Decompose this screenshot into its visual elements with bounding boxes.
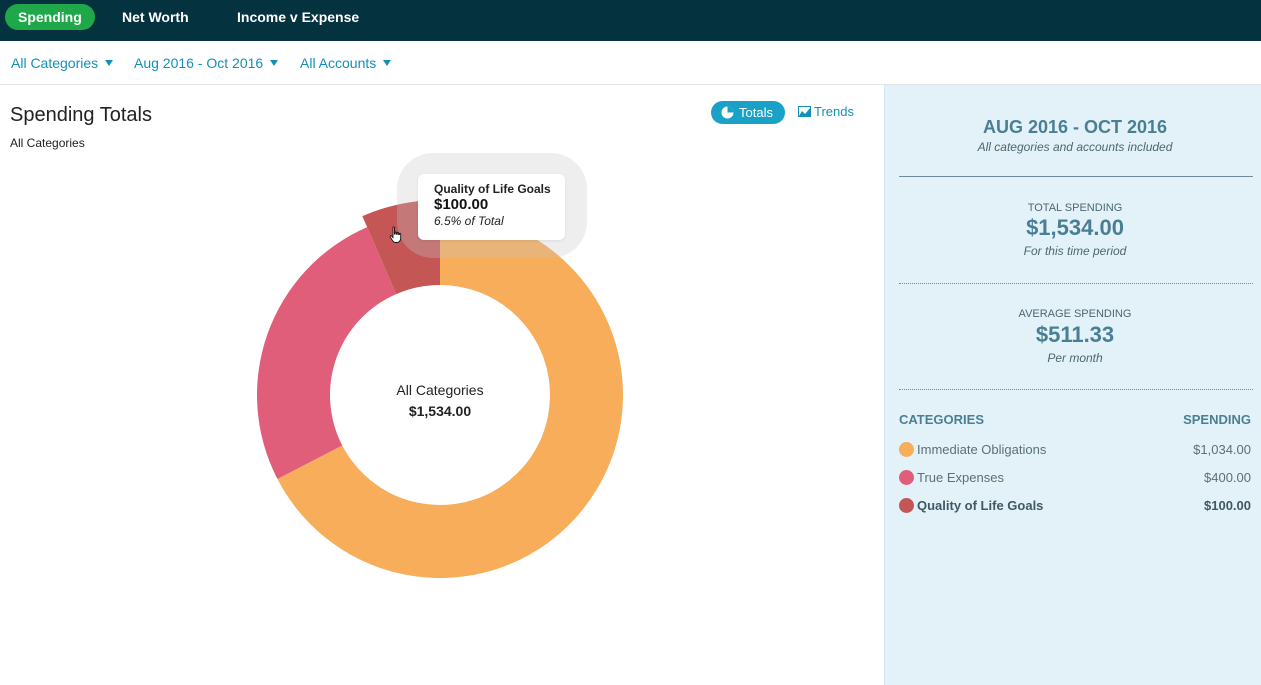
category-amount: $400.00: [1204, 470, 1251, 485]
total-spending-value: $1,534.00: [1026, 215, 1124, 240]
page-title: Spending Totals: [10, 104, 152, 126]
chart-tooltip: Quality of Life Goals $100.00 6.5% of To…: [418, 174, 565, 240]
trends-view-button[interactable]: Trends: [798, 104, 854, 119]
category-color-dot: [899, 442, 914, 457]
donut-center-label: All Categories: [396, 382, 484, 398]
category-row-quality-of-life-goals[interactable]: Quality of Life Goals $100.00: [899, 497, 1251, 517]
donut-slice-immediate-obligations[interactable]: [277, 212, 623, 578]
total-spending-label: TOTAL SPENDING: [1027, 202, 1123, 214]
page-subtitle: All Categories: [10, 136, 85, 150]
category-amount: $100.00: [1204, 498, 1251, 513]
summary-sidebar: AUG 2016 - OCT 2016 All categories and a…: [884, 85, 1261, 685]
date-range-label: Aug 2016 - Oct 2016: [134, 55, 264, 71]
filter-bar: All Categories Aug 2016 - Oct 2016 All A…: [0, 41, 1261, 85]
tab-income-v-expense[interactable]: Income v Expense: [237, 9, 360, 25]
donut-center-value: $1,534.00: [408, 403, 472, 419]
divider: [899, 389, 1253, 390]
spending-column-header: SPENDING: [1183, 412, 1251, 427]
average-spending-value: $511.33: [1035, 322, 1115, 347]
accounts-filter-label: All Accounts: [300, 55, 377, 71]
categories-filter-dropdown[interactable]: All Categories: [11, 55, 114, 71]
category-amount: $1,034.00: [1193, 442, 1251, 457]
category-name: True Expenses: [917, 470, 1004, 485]
trends-view-label: Trends: [814, 104, 854, 119]
accounts-filter-dropdown[interactable]: All Accounts: [300, 55, 392, 71]
caret-down-icon: [383, 60, 392, 66]
caret-down-icon: [105, 60, 114, 66]
category-row-true-expenses[interactable]: True Expenses $400.00: [899, 469, 1251, 489]
hand-cursor-icon: [389, 226, 402, 243]
date-range-note: All categories and accounts included: [977, 140, 1173, 154]
tab-net-worth[interactable]: Net Worth: [122, 9, 189, 25]
tab-spending[interactable]: Spending: [5, 4, 95, 30]
tooltip-value: $100.00: [434, 196, 489, 213]
pie-chart-icon: [721, 106, 734, 119]
category-name: Quality of Life Goals: [917, 498, 1044, 513]
top-nav: Spending Net Worth Income v Expense: [0, 0, 1261, 41]
totals-view-label: Totals: [739, 105, 773, 120]
date-range-dropdown[interactable]: Aug 2016 - Oct 2016: [134, 55, 279, 71]
divider: [899, 176, 1253, 177]
category-color-dot: [899, 498, 914, 513]
average-spending-label: AVERAGE SPENDING: [1018, 308, 1132, 320]
area-chart-icon: [798, 106, 811, 117]
totals-view-button[interactable]: Totals: [711, 101, 785, 124]
category-row-immediate-obligations[interactable]: Immediate Obligations $1,034.00: [899, 441, 1251, 461]
main-panel: Spending Totals All Categories Totals Tr…: [0, 85, 884, 685]
date-range-title: AUG 2016 - OCT 2016: [982, 117, 1168, 137]
category-color-dot: [899, 470, 914, 485]
divider: [899, 283, 1253, 284]
category-name: Immediate Obligations: [917, 442, 1047, 457]
categories-column-header: CATEGORIES: [899, 412, 984, 427]
tooltip-percent: 6.5% of Total: [434, 214, 504, 228]
caret-down-icon: [270, 60, 279, 66]
donut-slice-true-expenses[interactable]: [256, 227, 397, 480]
total-spending-note: For this time period: [1023, 244, 1127, 258]
average-spending-note: Per month: [1047, 351, 1103, 365]
tooltip-category-name: Quality of Life Goals: [434, 182, 551, 196]
categories-filter-label: All Categories: [11, 55, 99, 71]
